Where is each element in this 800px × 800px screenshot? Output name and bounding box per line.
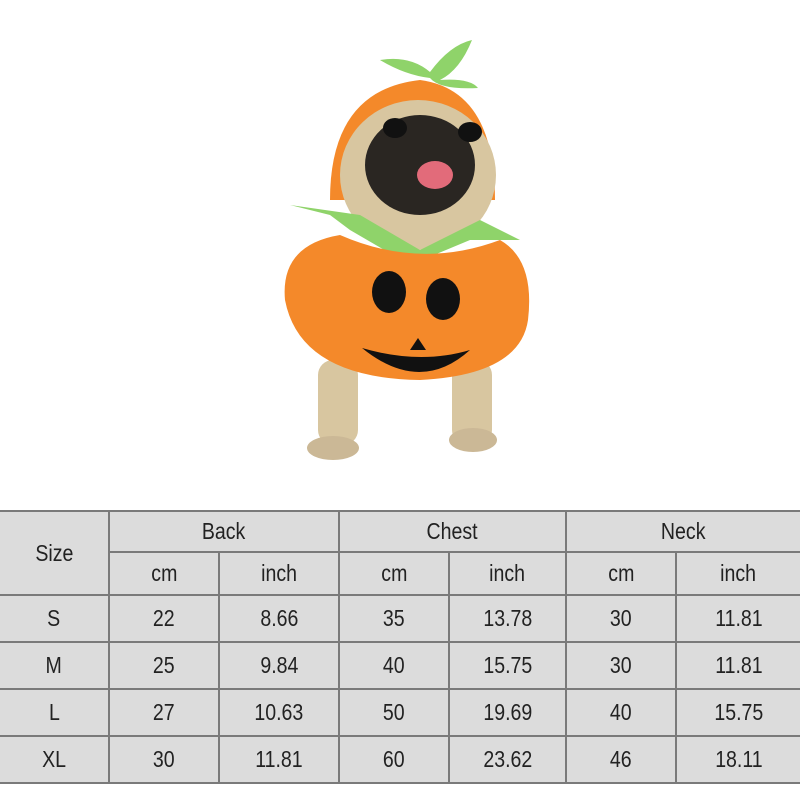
product-photo xyxy=(284,40,530,460)
value-cell: 15.75 xyxy=(675,688,800,737)
value-cell: 9.84 xyxy=(217,641,341,690)
value-cell: 19.69 xyxy=(448,688,568,737)
value-cell: 35 xyxy=(338,594,451,643)
value-cell: 27 xyxy=(108,688,220,737)
value-cell: 25 xyxy=(108,641,220,690)
value-cell: 10.63 xyxy=(217,688,341,737)
value-cell: 11.81 xyxy=(217,735,341,784)
value-cell: 18.11 xyxy=(675,735,800,784)
size-cell: L xyxy=(0,688,110,737)
value-cell: 11.81 xyxy=(675,594,800,643)
table-row: M 25 9.84 40 15.75 30 11.81 xyxy=(0,641,800,690)
pug-dog xyxy=(307,80,497,460)
value-cell: 60 xyxy=(338,735,451,784)
size-chart-table: Size Back Chest Neck cm inch cm inch cm … xyxy=(0,510,800,784)
value-cell: 50 xyxy=(338,688,451,737)
value-cell: 15.75 xyxy=(448,641,568,690)
table-row: S 22 8.66 35 13.78 30 11.81 xyxy=(0,594,800,643)
unit-header: cm xyxy=(565,551,678,596)
value-cell: 46 xyxy=(565,735,678,784)
group-header-neck: Neck xyxy=(565,510,800,553)
value-cell: 40 xyxy=(565,688,678,737)
unit-header: inch xyxy=(448,551,568,596)
size-cell: S xyxy=(0,594,110,643)
value-cell: 8.66 xyxy=(217,594,341,643)
group-header-back: Back xyxy=(107,510,341,553)
value-cell: 30 xyxy=(565,641,678,690)
value-cell: 30 xyxy=(565,594,678,643)
table-row: L 27 10.63 50 19.69 40 15.75 xyxy=(0,688,800,737)
header-row-groups: Size Back Chest Neck xyxy=(0,510,800,596)
value-cell: 22 xyxy=(108,594,220,643)
pumpkin-costume xyxy=(284,40,530,380)
table-row: XL 30 11.81 60 23.62 46 18.11 xyxy=(0,735,800,784)
value-cell: 13.78 xyxy=(448,594,568,643)
size-header: Size xyxy=(0,510,110,596)
unit-header: inch xyxy=(675,551,800,596)
size-cell: XL xyxy=(0,735,110,784)
unit-header: inch xyxy=(217,551,341,596)
value-cell: 23.62 xyxy=(448,735,568,784)
unit-header: cm xyxy=(338,551,451,596)
value-cell: 40 xyxy=(338,641,451,690)
size-cell: M xyxy=(0,641,110,690)
unit-header: cm xyxy=(109,551,220,596)
header-row-units: cm inch cm inch cm inch xyxy=(0,551,800,596)
group-header-chest: Chest xyxy=(338,510,568,553)
value-cell: 11.81 xyxy=(675,641,800,690)
value-cell: 30 xyxy=(108,735,220,784)
